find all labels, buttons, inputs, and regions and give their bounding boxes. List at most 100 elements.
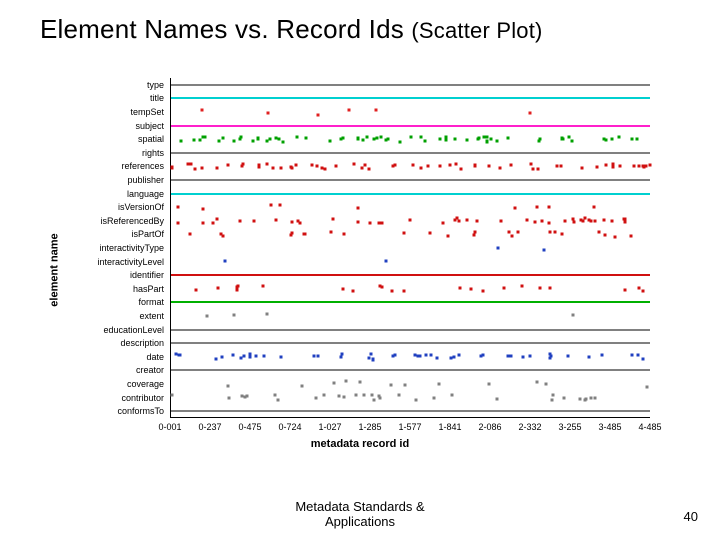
x-tick: 0-475	[238, 422, 261, 432]
data-point	[342, 396, 345, 399]
data-point	[178, 353, 181, 356]
data-point	[612, 165, 615, 168]
y-tick: identifier	[60, 270, 164, 280]
data-point	[244, 396, 247, 399]
data-point	[648, 163, 651, 166]
data-point	[474, 164, 477, 167]
data-point	[379, 285, 382, 288]
data-point	[417, 355, 420, 358]
x-tick: 0-724	[278, 422, 301, 432]
data-point	[310, 164, 313, 167]
data-point	[600, 354, 603, 357]
data-point	[458, 219, 461, 222]
data-point	[320, 167, 323, 170]
data-point	[304, 232, 307, 235]
data-point	[394, 163, 397, 166]
data-point	[297, 220, 300, 223]
data-point	[323, 394, 326, 397]
data-point	[453, 356, 456, 359]
data-point	[469, 288, 472, 291]
data-point	[448, 163, 451, 166]
data-point	[171, 394, 174, 397]
data-point	[433, 396, 436, 399]
data-point	[500, 219, 503, 222]
data-point	[379, 135, 382, 138]
data-point	[438, 382, 441, 385]
data-point	[540, 219, 543, 222]
y-axis-label: element name	[49, 233, 61, 306]
data-point	[249, 353, 252, 356]
data-point	[201, 167, 204, 170]
x-tick: 3-255	[558, 422, 581, 432]
data-point	[367, 167, 370, 170]
data-point	[641, 357, 644, 360]
data-point	[391, 290, 394, 293]
x-tick: 1-027	[318, 422, 341, 432]
x-tick: 2-332	[518, 422, 541, 432]
data-point	[480, 354, 483, 357]
data-point	[592, 206, 595, 209]
data-point	[459, 167, 462, 170]
data-point	[520, 285, 523, 288]
plot-area	[170, 78, 650, 418]
data-point	[536, 206, 539, 209]
y-tick: spatial	[60, 134, 164, 144]
data-point	[361, 166, 364, 169]
x-tick: 2-086	[478, 422, 501, 432]
y-tick: hasPart	[60, 284, 164, 294]
data-point	[348, 108, 351, 111]
data-point	[332, 218, 335, 221]
data-point	[316, 113, 319, 116]
series-line	[171, 301, 650, 303]
data-point	[465, 219, 468, 222]
data-point	[572, 221, 575, 224]
data-point	[438, 138, 441, 141]
data-point	[560, 232, 563, 235]
data-point	[201, 108, 204, 111]
data-point	[513, 206, 516, 209]
data-point	[266, 111, 269, 114]
data-point	[603, 218, 606, 221]
data-point	[341, 288, 344, 291]
data-point	[602, 138, 605, 141]
data-point	[485, 140, 488, 143]
y-tick: interactivityLevel	[60, 257, 164, 267]
y-tick: date	[60, 352, 164, 362]
x-tick: 0-237	[198, 422, 221, 432]
data-point	[610, 219, 613, 222]
data-point	[623, 289, 626, 292]
data-point	[189, 232, 192, 235]
data-point	[453, 138, 456, 141]
page-number: 40	[684, 509, 698, 524]
data-point	[338, 395, 341, 398]
data-point	[455, 163, 458, 166]
data-point	[402, 290, 405, 293]
x-tick: 3-485	[598, 422, 621, 432]
data-point	[304, 137, 307, 140]
data-point	[372, 138, 375, 141]
data-point	[567, 135, 570, 138]
data-point	[563, 397, 566, 400]
data-point	[548, 353, 551, 356]
data-point	[636, 138, 639, 141]
data-point	[216, 167, 219, 170]
y-tick: publisher	[60, 175, 164, 185]
data-point	[638, 287, 641, 290]
data-point	[195, 289, 198, 292]
data-point	[343, 233, 346, 236]
data-point	[268, 137, 271, 140]
data-point	[638, 165, 641, 168]
data-point	[590, 219, 593, 222]
data-point	[257, 163, 260, 166]
y-tick: isReferencedBy	[60, 216, 164, 226]
data-point	[335, 164, 338, 167]
data-point	[561, 137, 564, 140]
data-point	[542, 249, 545, 252]
data-point	[556, 165, 559, 168]
data-point	[379, 396, 382, 399]
data-point	[444, 139, 447, 142]
series-line	[171, 410, 650, 412]
data-point	[242, 355, 245, 358]
data-point	[296, 135, 299, 138]
data-point	[262, 285, 265, 288]
